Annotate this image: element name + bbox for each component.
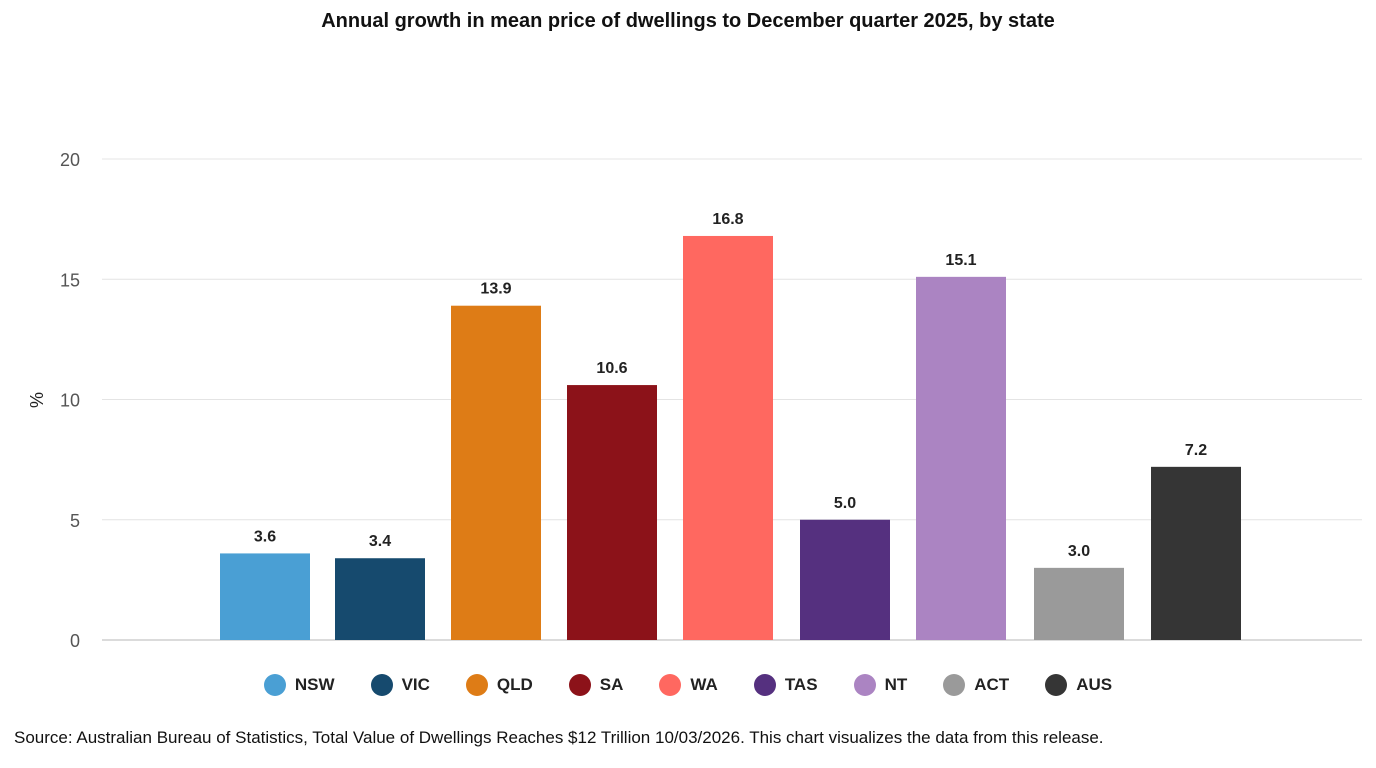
legend-label: NT	[884, 675, 908, 694]
legend-label: SA	[599, 675, 624, 694]
data-label-wa: 16.8	[712, 211, 743, 228]
legend-label: WA	[690, 675, 718, 694]
legend-swatch	[568, 674, 591, 696]
legend-swatch	[370, 674, 393, 696]
bar-qld	[451, 305, 541, 640]
legend-label: VIC	[401, 675, 430, 694]
legend-swatch	[753, 674, 776, 696]
legend-swatch	[853, 674, 876, 696]
data-label-nsw: 3.6	[254, 528, 276, 545]
legend-swatch	[943, 674, 966, 696]
y-tick-label: 5	[70, 511, 80, 531]
data-label-qld: 13.9	[480, 281, 511, 298]
bar-act	[1034, 567, 1124, 640]
legend-swatch	[659, 674, 682, 696]
legend-item-sa: SA	[568, 674, 624, 696]
legend-swatch	[263, 674, 286, 696]
y-axis-ticks: 0 5 10 15 20	[60, 150, 80, 651]
y-tick-label: 0	[70, 631, 80, 651]
legend-swatch	[465, 674, 488, 696]
bar-sa	[567, 385, 657, 640]
bar-tas	[800, 519, 890, 640]
y-tick-label: 20	[60, 150, 80, 170]
data-label-vic: 3.4	[369, 533, 391, 550]
y-tick-label: 15	[60, 270, 80, 290]
legend-label: AUS	[1076, 675, 1113, 694]
legend-item-wa: WA	[659, 674, 718, 696]
y-axis-label: %	[27, 392, 47, 408]
legend-item-nt: NT	[853, 674, 908, 696]
legend-label: ACT	[974, 675, 1010, 694]
legend-label: NSW	[294, 675, 335, 694]
data-labels: 3.6 3.4 13.9 10.6 16.8 5.0 15.1 3.0 7.2	[254, 211, 1207, 560]
data-label-sa: 10.6	[596, 360, 627, 377]
legend-item-vic: VIC	[370, 674, 430, 696]
bar-aus	[1151, 466, 1241, 640]
legend-item-aus: AUS	[1045, 674, 1112, 696]
legend-item-tas: TAS	[753, 674, 818, 696]
legend-label: TAS	[784, 675, 818, 694]
data-label-aus: 7.2	[1185, 442, 1207, 459]
bar-nsw	[220, 553, 310, 640]
legend-item-qld: QLD	[465, 674, 533, 696]
source-note: Source: Australian Bureau of Statistics,…	[14, 728, 1104, 747]
bar-wa	[683, 235, 773, 640]
chart-title: Annual growth in mean price of dwellings…	[321, 10, 1055, 32]
bars	[220, 235, 1241, 640]
bar-vic	[335, 558, 425, 640]
legend-item-act: ACT	[943, 674, 1009, 696]
bar-nt	[916, 276, 1006, 640]
legend-item-nsw: NSW	[263, 674, 335, 696]
legend-label: QLD	[496, 675, 533, 694]
legend-swatch	[1045, 674, 1068, 696]
legend: NSW VIC QLD SA WA TAS NT ACT AUS	[0, 674, 1376, 696]
y-tick-label: 10	[60, 391, 80, 411]
data-label-nt: 15.1	[945, 252, 976, 269]
data-label-tas: 5.0	[834, 495, 856, 512]
data-label-act: 3.0	[1068, 543, 1090, 560]
